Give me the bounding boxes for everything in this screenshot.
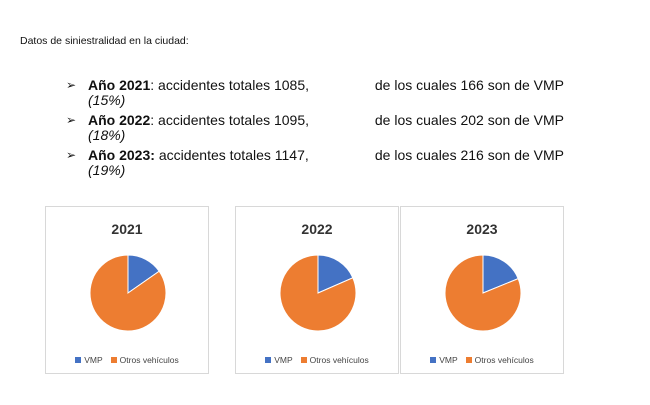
charts-row: 2021 VMP Otros vehículos 2022 VMP Otros … [45,206,565,374]
pie-svg [445,255,521,331]
bullet-text-right: de los cuales 216 son de VMP [374,147,564,163]
legend-item-vmp: VMP [75,355,103,365]
legend-label: VMP [84,355,103,365]
pie-svg [90,255,166,331]
bullet-sep: : [150,112,155,128]
bullet-percentage: (18%) [88,127,126,143]
chart-title: 2023 [466,221,498,237]
legend-label: Otros vehículos [309,355,369,365]
pie-slice-otros [90,255,166,331]
legend-label: VMP [274,355,293,365]
bullet-year: Año 2023: [88,147,155,163]
intro-text: Datos de siniestralidad en la ciudad: [20,35,189,47]
arrow-bullet-icon: ➢ [66,113,77,127]
pie-chart-2021: 2021 VMP Otros vehículos [45,206,209,374]
legend-swatch-otros [110,357,117,363]
legend-item-otros: Otros vehículos [110,355,179,365]
legend-label: Otros vehículos [119,355,179,365]
pie-slice-vmp [482,255,519,294]
legend-label: VMP [439,355,458,365]
bullet-percentage: (15%) [88,92,126,108]
pie-svg [280,255,356,331]
legend-swatch-otros [465,357,472,363]
bullet-year: Año 2021 [88,77,151,93]
pie-slice-otros [445,255,521,331]
arrow-bullet-icon: ➢ [66,78,77,92]
bullet-item: ➢ Año 2021: accidentes totales 1085, de … [66,78,564,108]
bullet-text-left: accidentes totales 1085, [158,77,310,93]
bullet-text-right: de los cuales 202 son de VMP [374,112,564,128]
pie-slice-vmp [317,255,354,294]
bullet-year: Año 2022 [88,112,151,128]
legend-item-vmp: VMP [265,355,293,365]
pie-slice-otros [280,255,356,331]
bullet-item: ➢ Año 2023: accidentes totales 1147, de … [66,148,564,178]
bullet-list: ➢ Año 2021: accidentes totales 1085, de … [66,78,564,183]
chart-legend: VMP Otros vehículos [401,355,563,365]
chart-legend: VMP Otros vehículos [46,355,208,365]
legend-swatch-vmp [265,357,272,363]
legend-swatch-vmp [430,357,437,363]
bullet-text-left: accidentes totales 1147, [158,147,309,163]
legend-label: Otros vehículos [474,355,534,365]
bullet-text-left: accidentes totales 1095, [158,112,310,128]
arrow-bullet-icon: ➢ [66,148,77,162]
legend-swatch-vmp [75,357,82,363]
bullet-text-right: de los cuales 166 son de VMP [374,77,564,93]
legend-item-vmp: VMP [430,355,458,365]
bullet-item: ➢ Año 2022: accidentes totales 1095, de … [66,113,564,143]
pie-chart-2022: 2022 VMP Otros vehículos [235,206,399,374]
bullet-sep: : [150,77,155,93]
chart-legend: VMP Otros vehículos [236,355,398,365]
legend-swatch-otros [300,357,307,363]
chart-title: 2021 [111,221,143,237]
chart-title: 2022 [301,221,333,237]
bullet-percentage: (19%) [88,162,126,178]
legend-item-otros: Otros vehículos [300,355,369,365]
pie-chart-2023: 2023 VMP Otros vehículos [400,206,564,374]
legend-item-otros: Otros vehículos [465,355,534,365]
